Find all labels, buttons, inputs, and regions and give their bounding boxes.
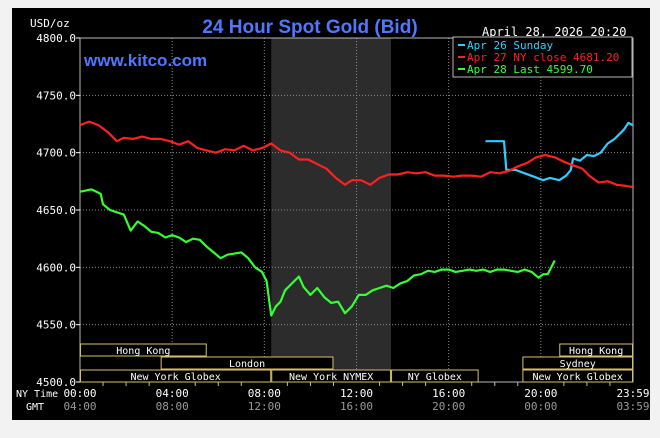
date-stamp: April 28, 2026 20:20 [482,25,627,39]
series-lines [79,120,634,317]
y-tick-label: 4700.0 [36,147,76,160]
legend-box [452,36,633,78]
x-tick-label-gmt: 08:00 [156,400,189,413]
session-label: Sydney [560,359,596,370]
session-label: Hong Kong [116,346,170,357]
x-tick-label-gmt: 03:59 [616,400,649,413]
y-tick-label: 4550.0 [36,319,76,332]
x-tick-label-ny: 16:00 [432,387,465,400]
gmt-row-label: GMT [26,402,44,413]
x-tick-label-ny: 12:00 [340,387,373,400]
y-tick-label: 4800.0 [36,32,76,45]
x-tick-label-gmt: 04:00 [63,400,96,413]
session-label: New York NYMEX [289,372,373,383]
session-label: New York Globex [533,372,623,383]
y-tick-label: 4500.0 [36,376,76,389]
x-tick-label-gmt: 12:00 [248,400,281,413]
session-bar [80,369,272,383]
y-tick-label: 4600.0 [36,261,76,274]
session-bar [522,356,634,370]
series-line-3 [79,188,556,317]
x-tick-label-ny: 08:00 [248,387,281,400]
session-bar [271,369,392,383]
nymex-session-shade [271,38,392,382]
session-label: New York Globex [130,372,220,383]
x-tick-label-gmt: 16:00 [340,400,373,413]
session-bar [160,356,334,370]
session-bar [80,343,207,357]
legend-item: Apr 27 NY close 4681.20 [467,51,619,64]
x-tick-label-ny: 00:00 [63,387,96,400]
x-tick-label-ny: 23:59 [616,387,649,400]
legend-item: Apr 28 Last 4599.70 [467,63,593,76]
ny-time-row-label: NY Time [16,389,58,400]
y-axis-unit: USD/oz [30,17,70,30]
x-axis-ticks: 00:0004:0004:0008:0008:0012:0012:0016:00… [63,387,649,413]
y-tick-label: 4650.0 [36,204,76,217]
watermark-url: www.kitco.com [83,51,207,70]
y-tick-label: 4750.0 [36,89,76,102]
legend-item: Apr 26 Sunday [467,39,553,52]
session-label: London [229,359,265,370]
x-tick-label-gmt: 00:00 [524,400,557,413]
trading-sessions: Hong Kong London New York Globex New York N… [80,343,634,383]
session-bar [522,369,634,383]
x-tick-label-gmt: 20:00 [432,400,465,413]
x-tick-label-ny: 20:00 [524,387,557,400]
x-tick-label-ny: 04:00 [156,387,189,400]
session-bar [559,343,633,357]
session-label: Hong Kong [569,346,623,357]
session-label: NY Globex [408,372,462,383]
chart-title: 24 Hour Spot Gold (Bid) [202,17,417,38]
y-axis-ticks: 4800.0 4750.0 4700.0 4650.0 4600.0 4550.0 4500… [36,32,80,389]
session-bar [391,369,479,383]
series-line-2 [79,120,633,189]
